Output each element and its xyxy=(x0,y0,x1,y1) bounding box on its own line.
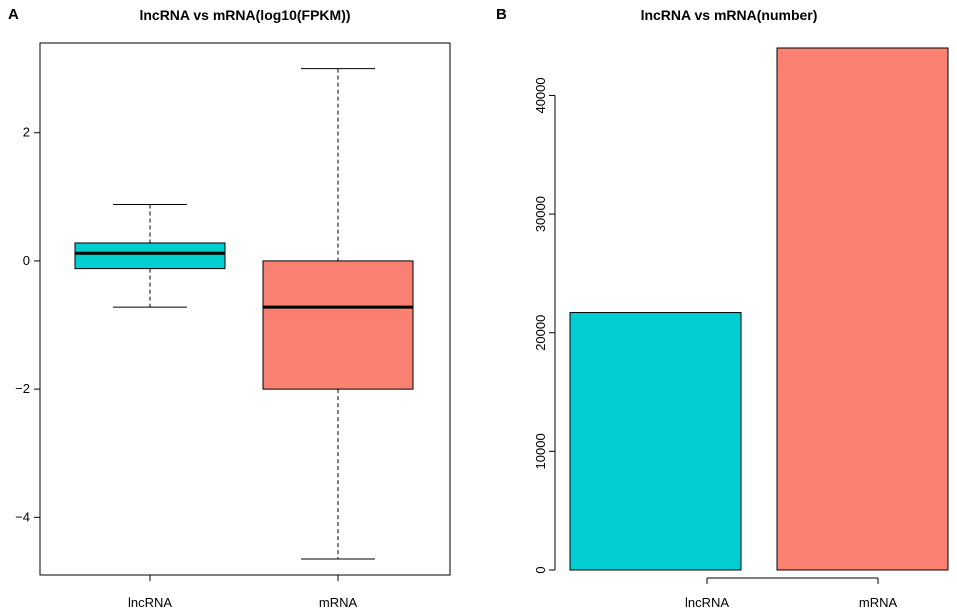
panel-a-y-tick-label: −4 xyxy=(15,509,30,524)
panel-b-y-tick-label: 40000 xyxy=(533,77,548,113)
figure: A lncRNA vs mRNA(log10(FPKM)) −4 −2 0 2 lnc… xyxy=(0,0,957,615)
panel-b-y-tick-label: 10000 xyxy=(533,433,548,469)
box-lncrna xyxy=(75,243,225,269)
panel-b-x-axis: lncRNA mRNA xyxy=(685,578,898,610)
panel-a-boxes xyxy=(75,69,413,559)
panel-b-letter: B xyxy=(496,6,507,23)
bar-mrna xyxy=(777,48,948,570)
panel-b-y-tick-label: 20000 xyxy=(533,315,548,351)
box-mrna xyxy=(263,261,413,389)
panel-b-bars xyxy=(570,48,948,570)
panel-a-y-tick-label: 0 xyxy=(23,253,30,268)
panel-b-y-axis: 0 10000 20000 30000 40000 xyxy=(533,77,555,573)
panel-a-x-tick-label: mRNA xyxy=(319,595,358,610)
panel-b: B lncRNA vs mRNA(number) 0 10000 20000 3000… xyxy=(496,6,948,610)
panel-a-y-tick-label: 2 xyxy=(23,125,30,140)
panel-a-title: lncRNA vs mRNA(log10(FPKM)) xyxy=(139,7,350,23)
panel-a-x-tick-label: lncRNA xyxy=(128,595,172,610)
panel-a-letter: A xyxy=(8,6,19,23)
panel-b-x-tick-label: mRNA xyxy=(859,595,898,610)
panel-b-y-tick-label: 30000 xyxy=(533,196,548,232)
panel-b-x-tick-label: lncRNA xyxy=(685,595,729,610)
panel-a-y-axis: −4 −2 0 2 xyxy=(15,125,40,525)
panel-a-y-tick-label: −2 xyxy=(15,381,30,396)
panel-b-title: lncRNA vs mRNA(number) xyxy=(641,7,818,23)
bar-lncrna xyxy=(570,313,741,570)
panel-a: A lncRNA vs mRNA(log10(FPKM)) −4 −2 0 2 lnc… xyxy=(8,6,450,610)
panel-b-y-tick-label: 0 xyxy=(533,566,548,573)
panel-a-x-axis: lncRNA mRNA xyxy=(128,575,358,610)
